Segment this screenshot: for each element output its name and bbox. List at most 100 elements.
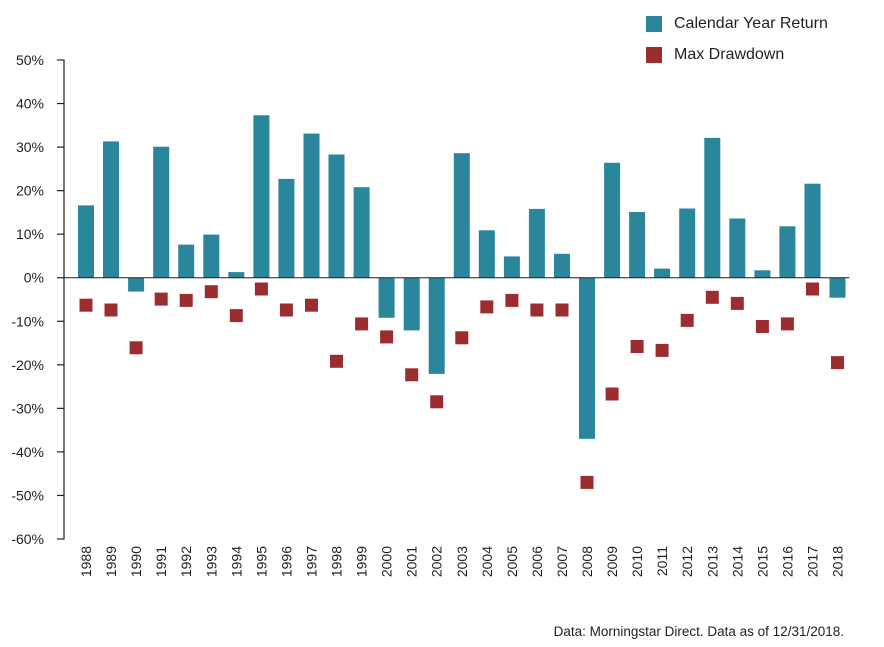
drawdown-marker-2011 (655, 343, 669, 357)
y-tick-label: -20% (11, 357, 44, 373)
drawdown-marker-2015 (755, 320, 769, 333)
x-tick-label-2014: 2014 (729, 546, 745, 577)
drawdown-marker-2018 (831, 356, 844, 370)
drawdown-marker-1990 (129, 341, 143, 355)
bar-2009 (604, 162, 621, 278)
bar-2017 (804, 183, 821, 278)
x-tick-label-2017: 2017 (805, 546, 821, 577)
drawdown-marker-2005 (505, 293, 519, 307)
y-tick-label: 20% (16, 183, 44, 199)
x-tick-label-2016: 2016 (779, 546, 795, 577)
x-tick-label-2002: 2002 (429, 546, 445, 577)
y-tick-label: 40% (16, 96, 44, 112)
legend: Calendar Year Return Max Drawdown (646, 8, 828, 70)
y-tick-label: -40% (11, 444, 44, 460)
drawdown-marker-1994 (229, 309, 243, 323)
drawdown-marker-2000 (380, 330, 394, 344)
x-tick-label-2018: 2018 (830, 546, 846, 577)
drawdown-marker-2008 (580, 475, 594, 489)
bar-1993 (203, 234, 220, 278)
x-tick-label-2003: 2003 (454, 546, 470, 577)
legend-item-drawdown[interactable]: Max Drawdown (646, 39, 828, 70)
bar-1991 (153, 146, 170, 278)
bar-1988 (78, 205, 94, 278)
drawdown-marker-2006 (530, 303, 544, 317)
x-tick-label-2015: 2015 (754, 546, 770, 577)
y-tick-label: 0% (24, 270, 44, 286)
bar-2003 (453, 153, 470, 278)
x-tick-label-2005: 2005 (504, 546, 520, 577)
drawdown-marker-2016 (780, 317, 794, 331)
bar-2016 (779, 226, 796, 278)
drawdown-marker-2003 (455, 331, 469, 345)
drawdown-marker-1988 (79, 298, 93, 312)
x-tick-label-1997: 1997 (304, 546, 320, 577)
bar-1990 (128, 277, 145, 292)
x-tick-label-1998: 1998 (329, 546, 345, 577)
x-tick-label-1992: 1992 (178, 546, 194, 577)
bar-2000 (378, 277, 395, 318)
x-tick-label-2010: 2010 (629, 546, 645, 577)
x-tick-label-1994: 1994 (228, 546, 244, 577)
bar-2005 (503, 256, 520, 278)
y-tick-label: -60% (11, 531, 44, 547)
legend-swatch-return (646, 15, 662, 32)
x-tick-label-1988: 1988 (78, 546, 94, 577)
x-tick-label-2006: 2006 (529, 546, 545, 577)
y-tick-label: 30% (16, 139, 44, 155)
bar-1997 (303, 133, 320, 278)
markers-layer (79, 282, 844, 489)
legend-swatch-drawdown (646, 46, 662, 63)
x-tick-label-1989: 1989 (103, 546, 119, 577)
x-tick-label-1995: 1995 (253, 546, 269, 577)
bar-2013 (704, 137, 721, 278)
bar-2004 (478, 230, 495, 278)
drawdown-marker-1989 (104, 303, 118, 317)
x-tick-label-1996: 1996 (278, 546, 294, 577)
labels-layer: 50% 40% 30% 20% 10% 0% -10% -20% -30% -40% -50% -60… (11, 52, 845, 577)
bar-2006 (528, 208, 545, 278)
bar-1999 (353, 187, 370, 278)
drawdown-marker-1991 (154, 292, 168, 306)
x-tick-label-2009: 2009 (604, 546, 620, 577)
drawdown-marker-2013 (705, 290, 719, 304)
bar-1994 (228, 272, 245, 278)
drawdown-marker-2010 (630, 340, 644, 353)
bar-2007 (554, 253, 570, 278)
legend-item-return[interactable]: Calendar Year Return (646, 8, 828, 39)
bar-1989 (103, 141, 119, 278)
legend-label-return: Calendar Year Return (674, 14, 828, 32)
legend-label-drawdown: Max Drawdown (674, 45, 785, 63)
drawdown-marker-2007 (555, 303, 569, 317)
x-tick-label-2004: 2004 (479, 546, 495, 577)
x-tick-label-1993: 1993 (203, 546, 219, 577)
bar-1996 (278, 178, 295, 278)
drawdown-marker-1998 (330, 354, 343, 368)
bar-2008 (579, 277, 595, 439)
axis-layer (57, 59, 850, 540)
y-tick-label: 10% (16, 226, 44, 242)
x-tick-label-2013: 2013 (704, 546, 720, 577)
x-tick-label-1990: 1990 (128, 546, 144, 577)
drawdown-marker-1993 (204, 285, 218, 299)
y-tick-label: -30% (11, 400, 44, 416)
drawdown-marker-2017 (806, 282, 819, 296)
drawdown-marker-1999 (355, 317, 369, 331)
bar-2015 (754, 270, 771, 278)
drawdown-marker-1997 (305, 298, 318, 312)
drawdown-marker-2002 (430, 395, 444, 409)
drawdown-marker-2012 (680, 313, 694, 327)
bar-1995 (253, 115, 270, 278)
bar-2014 (729, 218, 746, 278)
drawdown-marker-2009 (605, 387, 619, 401)
y-tick-label: 50% (16, 52, 44, 68)
x-tick-label-2001: 2001 (404, 546, 420, 577)
drawdown-marker-2001 (405, 368, 419, 382)
drawdown-marker-2004 (480, 300, 494, 314)
bar-2002 (428, 277, 445, 374)
source-note: Data: Morningstar Direct. Data as of 12/… (553, 624, 844, 639)
bar-2012 (679, 208, 696, 278)
drawdown-marker-1992 (179, 293, 193, 307)
